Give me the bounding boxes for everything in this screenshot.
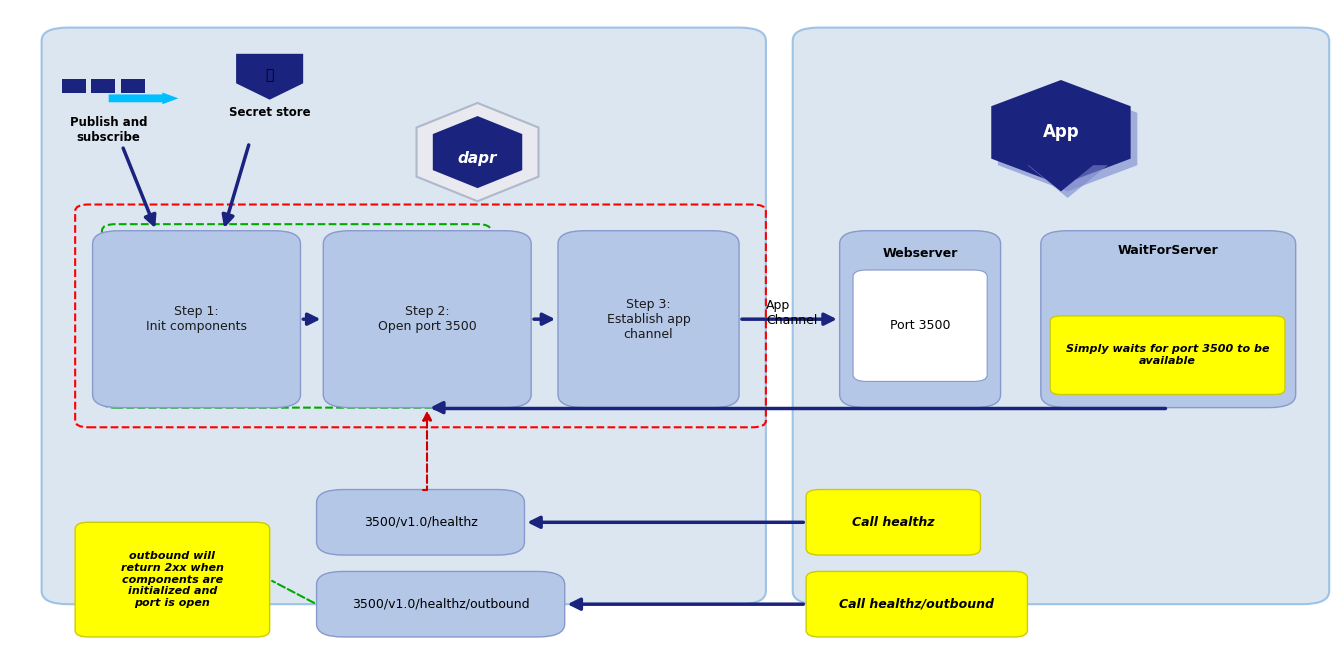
Text: Step 3:
Establish app
channel: Step 3: Establish app channel — [606, 297, 691, 341]
FancyBboxPatch shape — [324, 231, 531, 407]
FancyBboxPatch shape — [806, 571, 1027, 637]
Text: 3500/v1.0/healthz/outbound: 3500/v1.0/healthz/outbound — [352, 597, 530, 611]
FancyBboxPatch shape — [853, 270, 988, 382]
Text: Call healthz/outbound: Call healthz/outbound — [839, 597, 995, 611]
FancyBboxPatch shape — [93, 231, 301, 407]
FancyBboxPatch shape — [558, 231, 739, 407]
Bar — [62, 79, 86, 93]
Text: Step 1:
Init components: Step 1: Init components — [146, 305, 247, 333]
FancyBboxPatch shape — [75, 522, 270, 637]
Polygon shape — [237, 54, 304, 99]
FancyBboxPatch shape — [1050, 316, 1285, 395]
Bar — [121, 79, 145, 93]
FancyBboxPatch shape — [806, 490, 981, 555]
Text: outbound will
return 2xx when
components are
initialized and
port is open: outbound will return 2xx when components… — [121, 551, 224, 608]
FancyBboxPatch shape — [317, 490, 524, 555]
Text: Simply waits for port 3500 to be
available: Simply waits for port 3500 to be availab… — [1066, 344, 1269, 366]
Text: Secret store: Secret store — [228, 106, 310, 119]
Text: Publish and
subscribe: Publish and subscribe — [70, 116, 148, 144]
Text: Port 3500: Port 3500 — [890, 319, 950, 332]
FancyBboxPatch shape — [42, 28, 766, 604]
Text: 3500/v1.0/healthz: 3500/v1.0/healthz — [364, 516, 477, 529]
Text: Step 2:
Open port 3500: Step 2: Open port 3500 — [378, 305, 477, 333]
Bar — [91, 79, 116, 93]
FancyBboxPatch shape — [1040, 231, 1296, 407]
Polygon shape — [992, 80, 1130, 185]
Polygon shape — [417, 103, 539, 201]
Text: App: App — [1043, 124, 1079, 141]
Text: 🔑: 🔑 — [266, 68, 274, 82]
Text: App
Channel: App Channel — [766, 299, 817, 326]
Polygon shape — [1027, 165, 1107, 198]
Polygon shape — [433, 116, 523, 188]
FancyArrow shape — [109, 93, 179, 104]
Polygon shape — [1020, 159, 1101, 191]
Text: Webserver: Webserver — [883, 247, 958, 260]
Text: WaitForServer: WaitForServer — [1118, 244, 1219, 257]
Text: Call healthz: Call healthz — [852, 516, 934, 529]
FancyBboxPatch shape — [317, 571, 564, 637]
FancyBboxPatch shape — [793, 28, 1329, 604]
Text: dapr: dapr — [458, 151, 497, 166]
Polygon shape — [999, 87, 1137, 191]
FancyBboxPatch shape — [840, 231, 1000, 407]
